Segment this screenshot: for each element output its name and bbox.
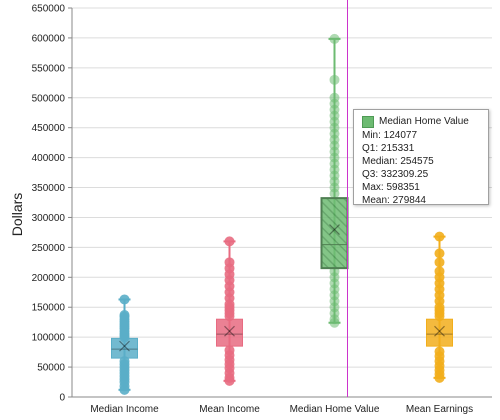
outlier-point	[434, 266, 445, 277]
tooltip-min: Min: 124077	[362, 130, 418, 141]
tooltip-mean: Mean: 279844	[362, 195, 426, 206]
grid-lines	[72, 7, 492, 368]
y-tick-label: 200000	[32, 273, 66, 284]
y-tick-label: 100000	[32, 333, 66, 344]
mean-marker	[224, 325, 235, 337]
x-category-label: Median Income	[90, 404, 159, 415]
outlier-point	[224, 345, 235, 356]
y-tick-label: 250000	[32, 243, 66, 254]
y-axis-ticks: 0 50000 100000 150000 200000 250000 300000 3500…	[32, 4, 72, 404]
iqr-box	[216, 318, 243, 347]
box-mean-income[interactable]	[216, 236, 243, 386]
y-tick-label: 550000	[32, 63, 66, 74]
iqr-box	[426, 318, 453, 347]
y-tick-label: 500000	[32, 93, 66, 104]
y-tick-label: 350000	[32, 183, 66, 194]
outlier-point	[119, 294, 130, 305]
outlier-point	[434, 231, 445, 242]
mean-marker	[119, 340, 130, 352]
y-tick-label: 600000	[32, 33, 66, 44]
tooltip-title: Median Home Value	[379, 116, 469, 127]
y-axis-title: Dollars	[9, 193, 25, 237]
box-median-home-value[interactable]	[320, 33, 349, 328]
box-series	[111, 33, 453, 395]
x-category-label: Mean Earnings	[406, 404, 473, 415]
outlier-point	[224, 257, 235, 268]
outlier-point	[434, 346, 445, 357]
y-tick-label: 450000	[32, 123, 66, 134]
hover-tooltip: Median Home Value Min: 124077 Q1: 215331…	[353, 109, 489, 206]
outlier-point	[329, 74, 340, 85]
tooltip-q3: Q3: 332309.25	[362, 169, 429, 180]
tooltip-max: Max: 598351	[362, 182, 420, 193]
outlier-point	[224, 236, 235, 247]
box-mean-earnings[interactable]	[426, 231, 453, 383]
tooltip-series-swatch	[362, 115, 374, 128]
y-tick-label: 50000	[37, 363, 65, 374]
y-tick-label: 0	[59, 393, 65, 404]
tooltip-header: Median Home Value	[362, 115, 480, 128]
iqr-box	[111, 337, 138, 359]
x-axis-categories: Median Income Mean Income Median Home Valu…	[90, 404, 473, 415]
mean-marker	[329, 224, 340, 235]
mean-marker	[224, 325, 235, 337]
outlier-point	[119, 310, 130, 321]
y-tick-label: 150000	[32, 303, 66, 314]
mean-marker	[119, 340, 130, 352]
y-tick-label: 300000	[32, 213, 66, 224]
outlier-point	[329, 92, 340, 103]
mean-marker	[434, 325, 445, 337]
tooltip-median: Median: 254575	[362, 156, 434, 167]
mean-marker	[434, 325, 445, 337]
mean-marker	[329, 224, 340, 235]
y-tick-label: 400000	[32, 153, 66, 164]
outlier-point	[329, 33, 340, 44]
outlier-point	[434, 248, 445, 259]
outlier-point	[434, 257, 445, 268]
box-median-income[interactable]	[111, 294, 138, 395]
y-tick-label: 650000	[32, 4, 66, 15]
x-category-label: Mean Income	[199, 404, 260, 415]
iqr-box	[320, 197, 349, 270]
x-category-label: Median Home Value	[290, 404, 380, 415]
tooltip-q1: Q1: 215331	[362, 143, 415, 154]
axes	[71, 8, 492, 398]
